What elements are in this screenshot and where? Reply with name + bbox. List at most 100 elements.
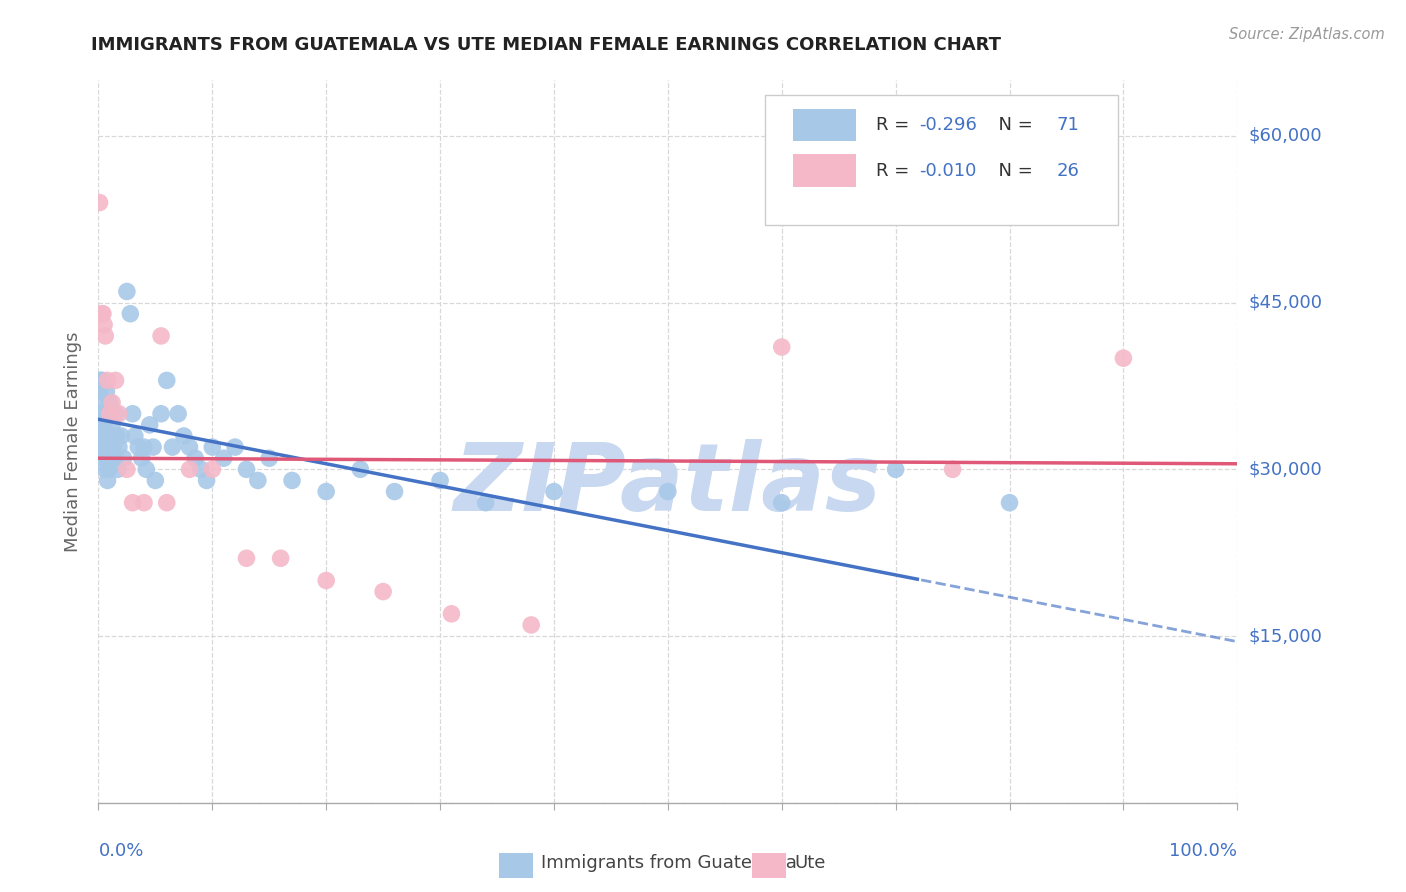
Point xyxy=(162,440,184,454)
Text: $45,000: $45,000 xyxy=(1249,293,1323,311)
Point xyxy=(96,451,118,466)
Point xyxy=(101,395,124,409)
Point xyxy=(315,484,337,499)
Point xyxy=(167,407,190,421)
Point xyxy=(98,407,121,421)
Point xyxy=(270,551,292,566)
Point xyxy=(96,474,118,488)
Point xyxy=(93,318,115,332)
Point xyxy=(90,307,112,321)
Point xyxy=(98,395,121,409)
Point xyxy=(91,429,114,443)
Point xyxy=(429,474,451,488)
Text: Immigrants from Guatemala: Immigrants from Guatemala xyxy=(541,855,797,872)
Text: 0.0%: 0.0% xyxy=(98,842,143,860)
Point xyxy=(440,607,463,621)
Point xyxy=(998,496,1021,510)
Point xyxy=(132,496,155,510)
Point xyxy=(101,417,124,432)
Point xyxy=(150,407,173,421)
Point xyxy=(96,440,118,454)
Point xyxy=(94,462,117,476)
Point xyxy=(884,462,907,476)
Point xyxy=(103,451,125,466)
Point xyxy=(384,484,406,499)
Point xyxy=(90,373,112,387)
Point xyxy=(281,474,304,488)
Point xyxy=(104,407,127,421)
Point xyxy=(543,484,565,499)
Point xyxy=(115,462,138,476)
Point xyxy=(110,429,132,443)
Point xyxy=(94,329,117,343)
Point xyxy=(97,462,120,476)
Point xyxy=(112,451,135,466)
Point xyxy=(371,584,394,599)
Point xyxy=(259,451,281,466)
Point xyxy=(98,451,121,466)
Point xyxy=(121,496,143,510)
Point xyxy=(105,429,128,443)
Text: Source: ZipAtlas.com: Source: ZipAtlas.com xyxy=(1229,27,1385,42)
Point xyxy=(90,395,112,409)
Point xyxy=(104,373,127,387)
Point xyxy=(135,462,157,476)
Point xyxy=(107,462,129,476)
Text: ZIPatlas: ZIPatlas xyxy=(454,439,882,531)
Text: 71: 71 xyxy=(1056,116,1078,134)
Point xyxy=(103,440,125,454)
Point xyxy=(315,574,337,588)
Point xyxy=(89,407,111,421)
Point xyxy=(138,417,160,432)
Point xyxy=(770,340,793,354)
Point xyxy=(91,440,114,454)
Point xyxy=(235,462,257,476)
Point xyxy=(100,429,122,443)
Point xyxy=(156,373,179,387)
Text: -0.010: -0.010 xyxy=(920,161,977,179)
Point xyxy=(124,429,146,443)
Point xyxy=(115,285,138,299)
Point xyxy=(520,618,543,632)
FancyBboxPatch shape xyxy=(793,154,856,186)
Text: 26: 26 xyxy=(1056,161,1078,179)
Text: R =: R = xyxy=(876,116,915,134)
Text: $30,000: $30,000 xyxy=(1249,460,1322,478)
Point xyxy=(474,496,496,510)
Point xyxy=(1112,351,1135,366)
Point xyxy=(132,440,155,454)
Point xyxy=(96,384,118,399)
Point xyxy=(657,484,679,499)
Point xyxy=(184,451,207,466)
Text: $60,000: $60,000 xyxy=(1249,127,1322,145)
Point xyxy=(150,329,173,343)
FancyBboxPatch shape xyxy=(793,109,856,141)
Text: N =: N = xyxy=(987,116,1038,134)
Point xyxy=(89,384,111,399)
Point xyxy=(201,440,224,454)
Point xyxy=(145,474,167,488)
Point xyxy=(94,429,117,443)
Point xyxy=(91,407,114,421)
Point xyxy=(224,440,246,454)
Point xyxy=(195,474,218,488)
Point xyxy=(173,429,195,443)
Point xyxy=(179,462,201,476)
Point xyxy=(246,474,269,488)
Text: IMMIGRANTS FROM GUATEMALA VS UTE MEDIAN FEMALE EARNINGS CORRELATION CHART: IMMIGRANTS FROM GUATEMALA VS UTE MEDIAN … xyxy=(91,36,1001,54)
FancyBboxPatch shape xyxy=(765,95,1118,225)
Point xyxy=(90,373,112,387)
Point xyxy=(131,451,153,466)
Point xyxy=(120,307,142,321)
Text: $15,000: $15,000 xyxy=(1249,627,1322,645)
Point xyxy=(93,451,115,466)
Text: 100.0%: 100.0% xyxy=(1170,842,1237,860)
Point xyxy=(349,462,371,476)
Point xyxy=(156,496,179,510)
Point xyxy=(97,429,120,443)
Text: Ute: Ute xyxy=(794,855,825,872)
Point xyxy=(190,462,212,476)
Point xyxy=(93,417,115,432)
Point xyxy=(142,440,165,454)
Point xyxy=(96,373,118,387)
